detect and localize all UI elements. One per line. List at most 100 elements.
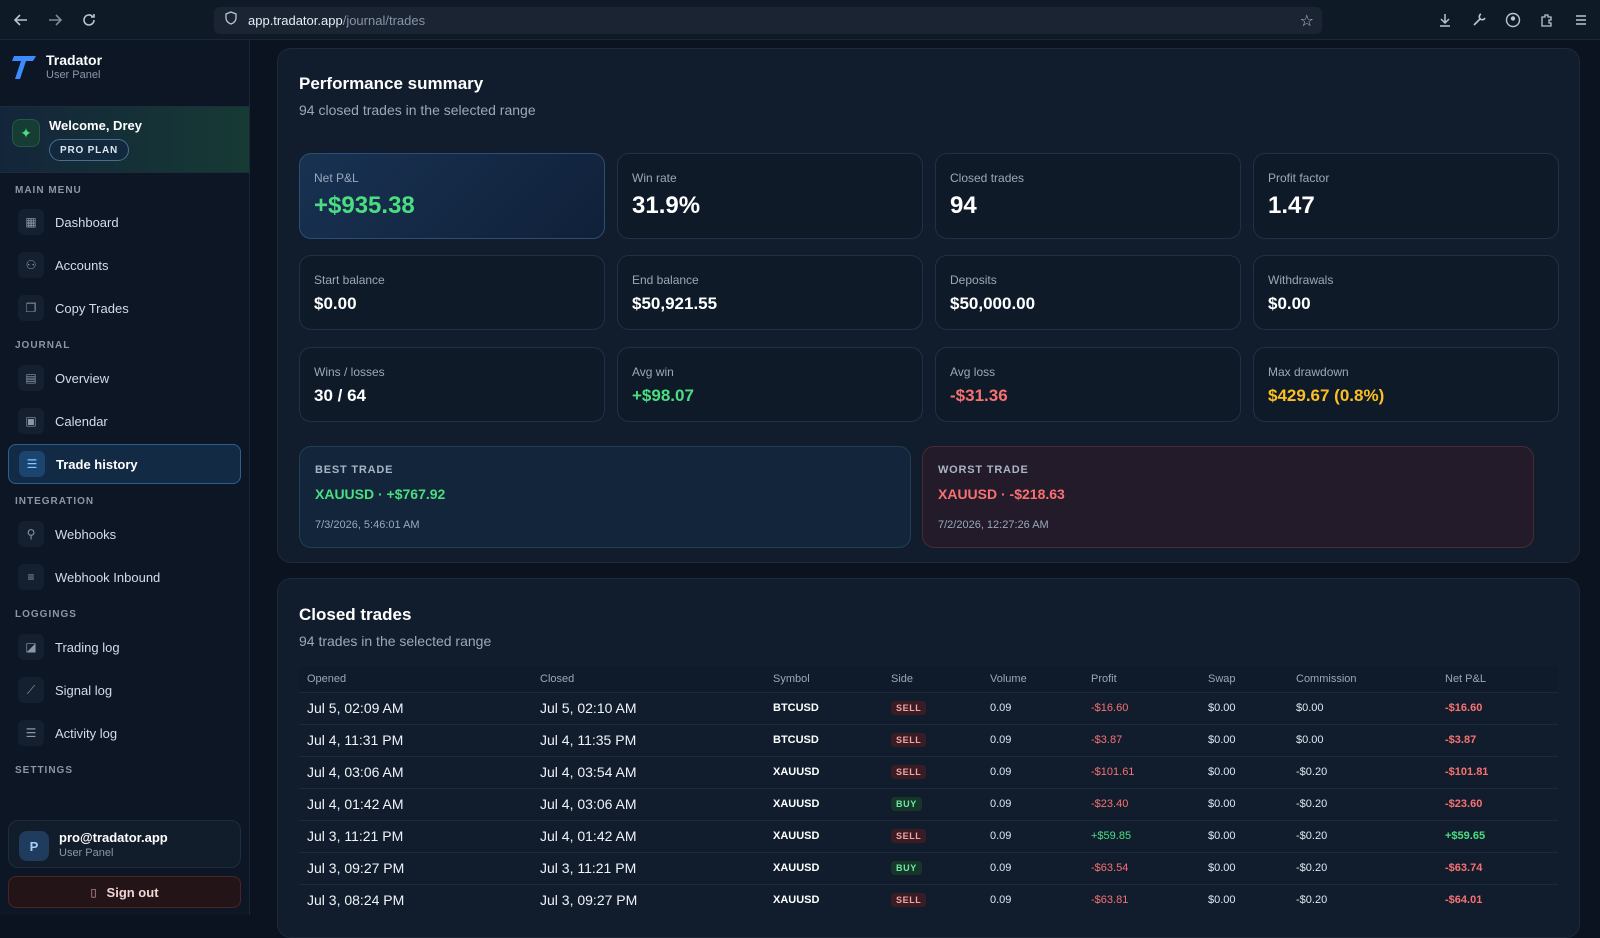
forward-arrow-icon[interactable] (42, 7, 68, 33)
cell-closed: Jul 4, 11:35 PM (532, 723, 765, 756)
column-header[interactable]: Volume (982, 666, 1083, 692)
tradator-logo-icon (12, 55, 36, 79)
stat-avg-win: Avg win +$98.07 (617, 347, 923, 422)
sign-out-button[interactable]: ▯ Sign out (8, 876, 241, 908)
column-header[interactable]: Net P&L (1437, 666, 1558, 692)
stat-label: Closed trades (950, 171, 1025, 185)
sidebar-item-accounts[interactable]: ⚇ Accounts (8, 245, 241, 285)
sidebar-item-calendar[interactable]: ▣ Calendar (8, 401, 241, 441)
section-settings: SETTINGS (15, 765, 74, 776)
table-row[interactable]: Jul 5, 02:09 AM Jul 5, 02:10 AM BTCUSD SELL… (299, 691, 1558, 724)
table-header-row: Opened Closed Symbol Side Volume Profit … (299, 666, 1558, 692)
cell-profit: -$63.81 (1083, 883, 1200, 916)
cell-opened: Jul 3, 11:21 PM (299, 819, 532, 852)
cell-swap: $0.00 (1200, 787, 1288, 820)
avatar: P (19, 831, 49, 861)
notebook-icon: ▤ (18, 365, 44, 391)
column-header[interactable]: Commission (1288, 666, 1437, 692)
worst-trade-date: 7/2/2026, 12:27:26 AM (938, 519, 1049, 531)
cell-side: SELL (883, 819, 982, 852)
stat-value: $50,000.00 (950, 294, 1036, 313)
cell-commission: -$0.20 (1288, 883, 1437, 916)
user-card[interactable]: P pro@tradator.app User Panel (8, 820, 241, 868)
sign-out-label: Sign out (106, 884, 159, 900)
column-header[interactable]: Symbol (765, 666, 883, 692)
stat-withdrawals: Withdrawals $0.00 (1253, 255, 1559, 330)
account-circle-icon[interactable] (1500, 7, 1526, 33)
cell-closed: Jul 5, 02:10 AM (532, 691, 765, 724)
cell-net: -$3.87 (1437, 723, 1558, 756)
column-header[interactable]: Swap (1200, 666, 1288, 692)
sidebar-item-copy-trades[interactable]: ❐ Copy Trades (8, 288, 241, 328)
side-badge: BUY (891, 861, 922, 875)
stat-avg-loss: Avg loss -$31.36 (935, 347, 1241, 422)
cell-symbol: XAUUSD (765, 787, 883, 820)
cell-profit: -$3.87 (1083, 723, 1200, 756)
reload-icon[interactable] (76, 7, 102, 33)
stat-label: Avg win (632, 365, 674, 379)
sidebar-item-activity-log[interactable]: ☰ Activity log (8, 713, 241, 753)
menu-icon[interactable] (1568, 7, 1594, 33)
sidebar-item-label: Webhooks (55, 526, 117, 542)
column-header[interactable]: Closed (532, 666, 765, 692)
stat-label: End balance (632, 273, 699, 287)
address-bar[interactable]: app.tradator.app/journal/trades ☆ (214, 7, 1322, 34)
shield-icon (224, 11, 238, 30)
wrench-icon[interactable] (1466, 7, 1492, 33)
cell-opened: Jul 4, 11:31 PM (299, 723, 532, 756)
table-row[interactable]: Jul 4, 11:31 PM Jul 4, 11:35 PM BTCUSD SELL… (299, 723, 1558, 756)
stat-value: $429.67 (0.8%) (1268, 386, 1385, 405)
download-icon[interactable] (1432, 7, 1458, 33)
trades-table: Opened Closed Symbol Side Volume Profit … (299, 666, 1558, 916)
brand[interactable]: Tradator User Panel (12, 52, 102, 81)
extensions-icon[interactable] (1534, 7, 1560, 33)
back-arrow-icon[interactable] (8, 7, 34, 33)
table-row[interactable]: Jul 3, 09:27 PM Jul 3, 11:21 PM XAUUSD BUY 0… (299, 851, 1558, 884)
sidebar-item-signal-log[interactable]: ⟋ Signal log (8, 670, 241, 710)
sidebar-item-dashboard[interactable]: ▦ Dashboard (8, 202, 241, 242)
side-badge: BUY (891, 797, 922, 811)
worst-trade-label: WORST TRADE (938, 464, 1029, 476)
sidebar-item-trading-log[interactable]: ◪ Trading log (8, 627, 241, 667)
stat-closed-trades: Closed trades 94 (935, 153, 1241, 239)
brand-subtitle: User Panel (46, 69, 101, 81)
cell-commission: $0.00 (1288, 723, 1437, 756)
cell-profit: -$63.54 (1083, 851, 1200, 884)
cell-net: -$101.81 (1437, 755, 1558, 788)
table-row[interactable]: Jul 4, 03:06 AM Jul 4, 03:54 AM XAUUSD SELL… (299, 755, 1558, 788)
sidebar-item-overview[interactable]: ▤ Overview (8, 358, 241, 398)
stat-label: Deposits (950, 273, 997, 287)
sidebar-item-webhook-inbound[interactable]: ≡ Webhook Inbound (8, 557, 241, 597)
sidebar-item-trade-history[interactable]: ☰ Trade history (8, 444, 241, 484)
cell-commission: -$0.20 (1288, 819, 1437, 852)
table-row[interactable]: Jul 3, 08:24 PM Jul 3, 09:27 PM XAUUSD SELL… (299, 883, 1558, 916)
sidebar-item-label: Accounts (55, 257, 109, 273)
stat-label: Profit factor (1268, 171, 1330, 185)
stat-win-rate: Win rate 31.9% (617, 153, 923, 239)
side-badge: SELL (891, 893, 927, 908)
bookmark-star-icon[interactable]: ☆ (1299, 13, 1314, 30)
cell-symbol: BTCUSD (765, 723, 883, 756)
worst-trade-value: XAUUSD · -$218.63 (938, 486, 1065, 502)
cell-commission: -$0.20 (1288, 755, 1437, 788)
stat-value: 94 (950, 192, 977, 219)
cell-closed: Jul 4, 01:42 AM (532, 819, 765, 852)
table-row[interactable]: Jul 3, 11:21 PM Jul 4, 01:42 AM XAUUSD SELL… (299, 819, 1558, 852)
cell-side: SELL (883, 755, 982, 788)
stat-value: $0.00 (314, 294, 357, 313)
column-header[interactable]: Side (883, 666, 982, 692)
stat-label: Wins / losses (314, 365, 385, 379)
plan-badge: PRO PLAN (49, 139, 130, 161)
chart-box-icon: ◪ (18, 634, 44, 660)
table-row[interactable]: Jul 4, 01:42 AM Jul 4, 03:06 AM XAUUSD BUY 0… (299, 787, 1558, 820)
sidebar-item-label: Overview (55, 370, 110, 386)
column-header[interactable]: Profit (1083, 666, 1200, 692)
browser-toolbar: app.tradator.app/journal/trades ☆ (0, 0, 1600, 40)
cell-profit: -$101.61 (1083, 755, 1200, 788)
stat-label: Avg loss (950, 365, 996, 379)
sidebar-item-label: Activity log (55, 725, 118, 741)
link-icon: ⚲ (18, 521, 44, 547)
cell-profit: -$23.40 (1083, 787, 1200, 820)
sidebar-item-webhooks[interactable]: ⚲ Webhooks (8, 514, 241, 554)
column-header[interactable]: Opened (299, 666, 532, 692)
